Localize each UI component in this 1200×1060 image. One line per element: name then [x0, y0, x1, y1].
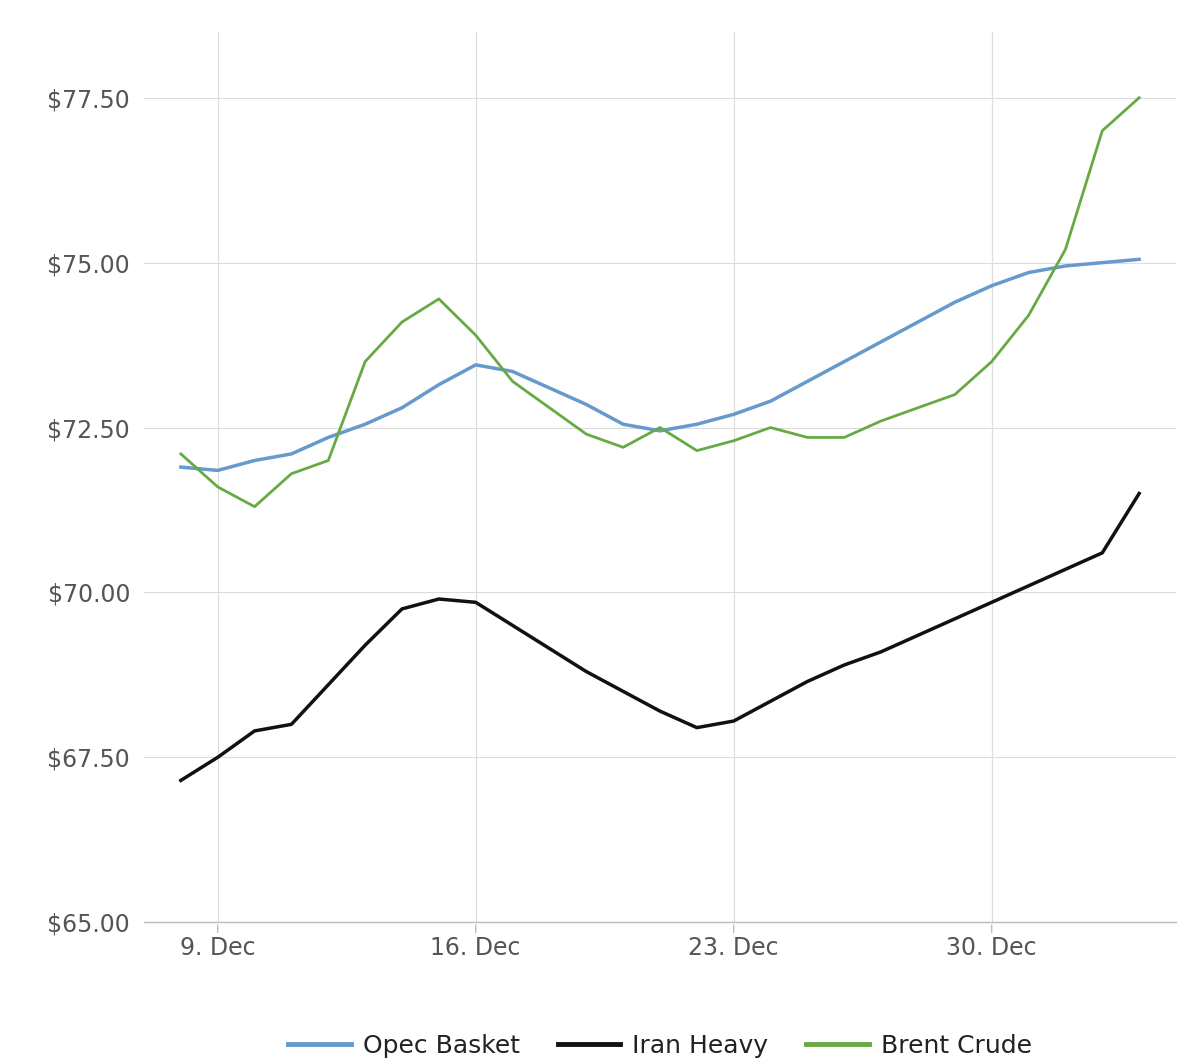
Opec Basket — [468, 358, 482, 371]
Brent Crude — [653, 421, 667, 434]
Iran Heavy — [984, 596, 998, 608]
Opec Basket — [432, 378, 446, 391]
Brent Crude — [690, 444, 704, 457]
Brent Crude — [616, 441, 630, 454]
Iran Heavy — [616, 685, 630, 697]
Brent Crude — [948, 388, 962, 401]
Brent Crude — [542, 402, 557, 414]
Opec Basket — [247, 454, 262, 466]
Iran Heavy — [580, 666, 594, 678]
Opec Basket — [1021, 266, 1036, 279]
Brent Crude — [322, 454, 336, 466]
Opec Basket — [1096, 257, 1110, 269]
Opec Basket — [505, 365, 520, 377]
Iran Heavy — [763, 695, 778, 708]
Line: Opec Basket: Opec Basket — [181, 260, 1139, 471]
Iran Heavy — [911, 629, 925, 641]
Opec Basket — [763, 394, 778, 407]
Opec Basket — [395, 402, 409, 414]
Brent Crude — [874, 414, 888, 427]
Opec Basket — [1058, 260, 1073, 272]
Brent Crude — [395, 316, 409, 329]
Brent Crude — [432, 293, 446, 305]
Opec Basket — [800, 375, 815, 388]
Opec Basket — [984, 280, 998, 293]
Iran Heavy — [874, 646, 888, 658]
Opec Basket — [542, 382, 557, 394]
Legend: Opec Basket, Iran Heavy, Brent Crude: Opec Basket, Iran Heavy, Brent Crude — [278, 1024, 1042, 1060]
Brent Crude — [505, 375, 520, 388]
Opec Basket — [616, 418, 630, 430]
Opec Basket — [358, 418, 372, 430]
Iran Heavy — [542, 642, 557, 655]
Brent Crude — [838, 431, 852, 444]
Iran Heavy — [505, 619, 520, 632]
Brent Crude — [911, 402, 925, 414]
Opec Basket — [874, 335, 888, 348]
Opec Basket — [838, 355, 852, 368]
Opec Basket — [580, 399, 594, 411]
Brent Crude — [1058, 243, 1073, 255]
Iran Heavy — [210, 750, 224, 763]
Iran Heavy — [1058, 563, 1073, 576]
Iran Heavy — [468, 596, 482, 608]
Iran Heavy — [432, 593, 446, 605]
Iran Heavy — [358, 639, 372, 652]
Iran Heavy — [726, 714, 740, 727]
Brent Crude — [247, 500, 262, 513]
Iran Heavy — [395, 602, 409, 615]
Opec Basket — [726, 408, 740, 421]
Opec Basket — [911, 316, 925, 329]
Iran Heavy — [174, 774, 188, 787]
Brent Crude — [726, 435, 740, 447]
Opec Basket — [1132, 253, 1146, 266]
Iran Heavy — [1132, 488, 1146, 500]
Opec Basket — [174, 461, 188, 474]
Iran Heavy — [1021, 580, 1036, 593]
Iran Heavy — [838, 658, 852, 671]
Iran Heavy — [653, 705, 667, 718]
Iran Heavy — [322, 678, 336, 691]
Brent Crude — [1132, 91, 1146, 104]
Opec Basket — [690, 418, 704, 430]
Opec Basket — [210, 464, 224, 477]
Line: Brent Crude: Brent Crude — [181, 98, 1139, 507]
Brent Crude — [800, 431, 815, 444]
Iran Heavy — [948, 613, 962, 625]
Iran Heavy — [1096, 547, 1110, 560]
Opec Basket — [653, 424, 667, 437]
Line: Iran Heavy: Iran Heavy — [181, 494, 1139, 780]
Brent Crude — [763, 421, 778, 434]
Brent Crude — [984, 355, 998, 368]
Brent Crude — [1096, 124, 1110, 137]
Brent Crude — [358, 355, 372, 368]
Brent Crude — [284, 467, 299, 480]
Brent Crude — [468, 329, 482, 341]
Brent Crude — [580, 428, 594, 441]
Opec Basket — [284, 447, 299, 460]
Brent Crude — [210, 480, 224, 493]
Brent Crude — [174, 447, 188, 460]
Iran Heavy — [800, 675, 815, 688]
Iran Heavy — [690, 721, 704, 734]
Opec Basket — [948, 296, 962, 308]
Opec Basket — [322, 431, 336, 444]
Iran Heavy — [284, 718, 299, 730]
Iran Heavy — [247, 725, 262, 738]
Brent Crude — [1021, 310, 1036, 322]
